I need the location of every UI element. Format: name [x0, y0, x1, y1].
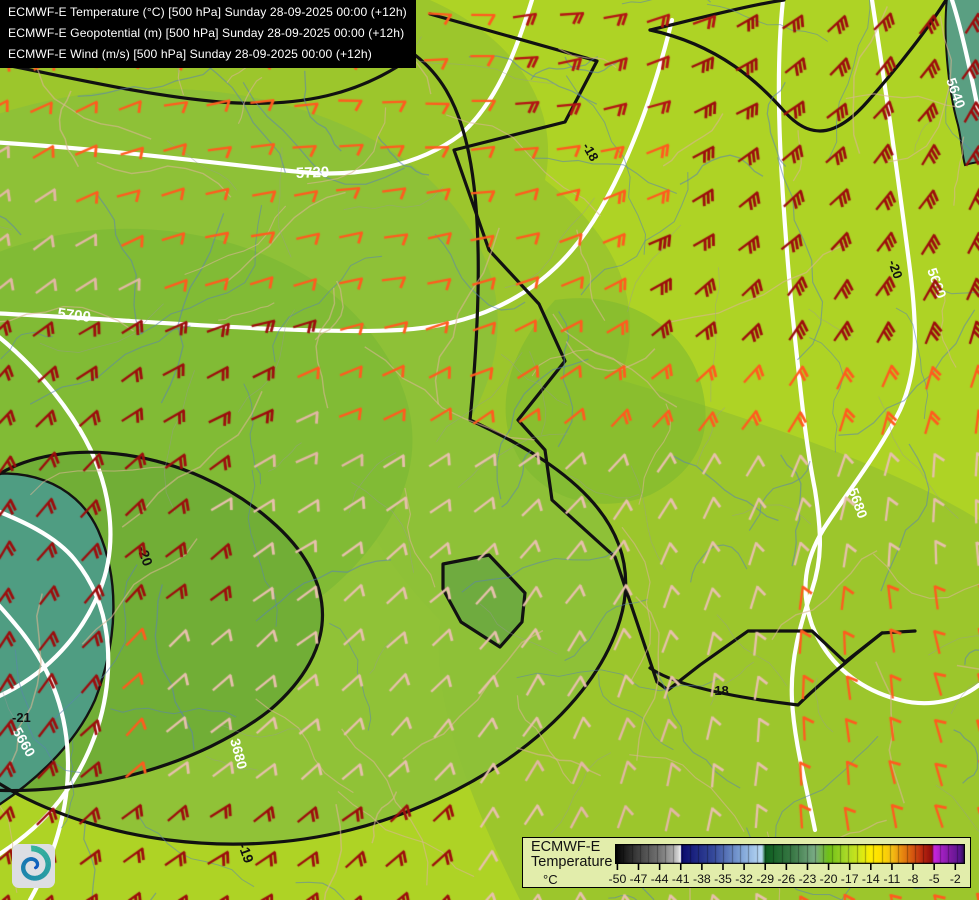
svg-text:-26: -26	[777, 872, 795, 886]
svg-text:-38: -38	[693, 872, 711, 886]
svg-text:-29: -29	[756, 872, 774, 886]
svg-text:-23: -23	[799, 872, 817, 886]
svg-text:-35: -35	[714, 872, 732, 886]
svg-text:-8: -8	[908, 872, 919, 886]
svg-text:-41: -41	[672, 872, 690, 886]
svg-text:-47: -47	[630, 872, 648, 886]
svg-text:-20: -20	[820, 872, 838, 886]
svg-text:-32: -32	[735, 872, 753, 886]
svg-text:-11: -11	[883, 872, 900, 886]
svg-text:-5: -5	[929, 872, 940, 886]
svg-text:-44: -44	[651, 872, 669, 886]
svg-text:-17: -17	[841, 872, 859, 886]
svg-text:-2: -2	[950, 872, 961, 886]
svg-text:-14: -14	[862, 872, 880, 886]
svg-text:-50: -50	[609, 872, 627, 886]
